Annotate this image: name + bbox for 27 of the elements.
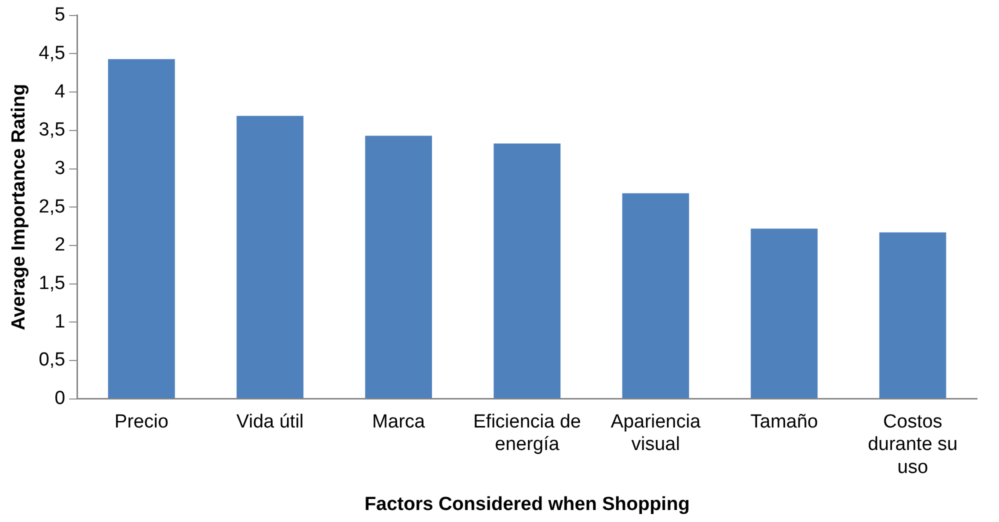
y-tick-label: 3,5 (38, 120, 66, 141)
x-tick-label: Vida útil (236, 411, 304, 432)
y-tick-label: 5 (54, 4, 66, 26)
bar (365, 136, 432, 398)
y-tick-label: 0,5 (38, 350, 66, 371)
x-tick-label: Precio (114, 411, 168, 432)
y-tick-label: 4 (54, 81, 66, 102)
x-tick-label: Marca (372, 411, 426, 432)
y-tick-label: 1,5 (38, 273, 66, 294)
y-tick-label: 0 (54, 388, 66, 410)
x-tick-label: Apariencia visual (610, 411, 701, 456)
x-tick-label: Eficiencia de energía (473, 411, 581, 456)
x-tick-label: Tamaño (750, 411, 818, 432)
y-tick-label: 3 (54, 158, 66, 179)
bar (236, 116, 304, 398)
y-tick-label: 4,5 (38, 42, 66, 64)
bar (494, 143, 561, 398)
y-tick-label: 2,5 (38, 196, 66, 218)
x-tick-label: Costos durante su uso (868, 411, 958, 478)
bar (622, 193, 690, 398)
y-tick-label: 2 (54, 234, 66, 256)
bar (879, 232, 946, 398)
y-axis-title: Average Importance Rating (8, 84, 30, 330)
bar (108, 59, 175, 398)
y-tick-label: 1 (54, 311, 66, 332)
x-axis-title: Factors Considered when Shopping (364, 494, 690, 515)
bar (750, 228, 818, 398)
